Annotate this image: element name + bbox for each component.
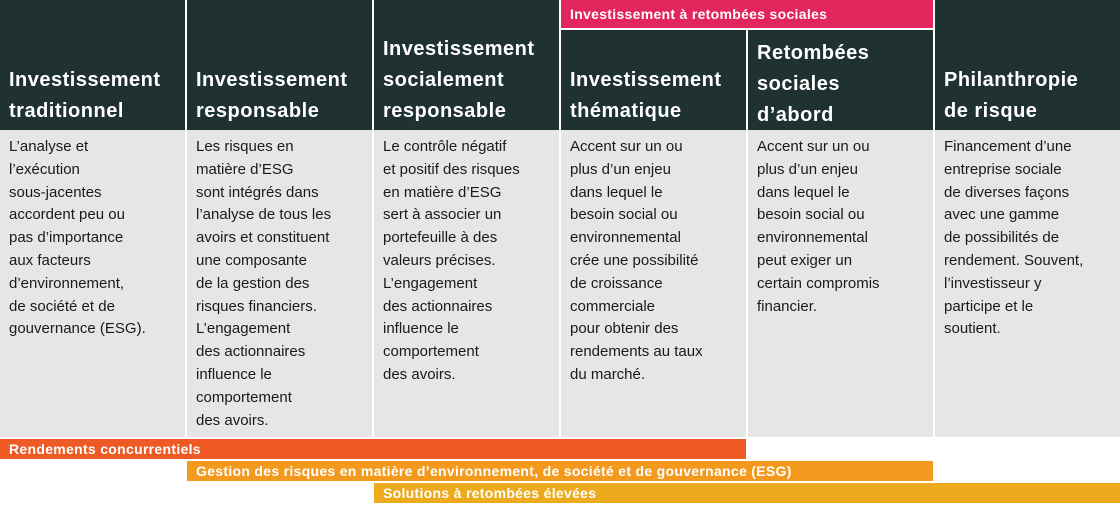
column-header-line: Investissement [570, 69, 722, 91]
column-body-line: sert à associer un [383, 206, 502, 224]
column-body-line: Les risques en [196, 138, 294, 155]
column-body-line: et positif des risques [383, 160, 520, 178]
column-body-line: pour obtenir des [570, 320, 679, 338]
column-body-line: d’environnement, [9, 274, 125, 292]
column-body-line: des avoirs. [383, 365, 456, 383]
column-body-line: Accent sur un ou [570, 138, 683, 155]
column-header-line: d’abord [757, 104, 834, 126]
column-body-line: accordent peu ou [9, 206, 125, 224]
column-body-line: valeurs précises. [383, 251, 496, 269]
column-body-line: en matière d’ESG [383, 183, 502, 201]
column-header-retombees-sociales-abord: Retombées sociales d’abord [748, 30, 933, 130]
column-header-line: responsable [383, 100, 507, 122]
column-body-line: de diverses façons [944, 183, 1070, 201]
column-body-line: l’investisseur y [944, 274, 1042, 292]
column-body-line: plus d’un enjeu [570, 160, 671, 178]
column-header-philanthropie: Philanthropie de risque [935, 0, 1120, 130]
column-body-line: participe et le [944, 297, 1034, 315]
column-body-line: influence le [196, 365, 272, 383]
bar-rendements-concurrentiels: Rendements concurrentiels [0, 439, 746, 459]
column-body-line: de société et de [9, 297, 115, 315]
column-body-line: entreprise sociale [944, 160, 1062, 178]
column-header-line: Retombées [757, 42, 870, 64]
column-body-line: certain compromis [757, 274, 880, 292]
column-header-line: responsable [196, 100, 320, 122]
column-body-line: des avoirs. [196, 411, 269, 429]
column-header-line: thématique [570, 100, 682, 122]
column-body-thematique: Accent sur un ou plus d’un enjeu dans lequ… [561, 130, 746, 437]
column-body-line: rendements au taux [570, 343, 703, 361]
column-body-line: dans lequel le [757, 183, 850, 201]
column-header-line: Investissement [9, 69, 161, 91]
column-body-line: besoin social ou [757, 206, 865, 224]
column-header-line: Investissement [196, 69, 348, 91]
bar-solutions-retombees-elevees: Solutions à retombées élevées [374, 483, 1120, 503]
column-body-line: de possibilités de [944, 229, 1060, 247]
column-body-responsable: Les risques en matière d’ESG sont intégrés… [187, 130, 372, 437]
column-body-line: plus d’un enjeu [757, 160, 858, 178]
column-header-line: de risque [944, 100, 1038, 122]
column-body-line: Financement d’une [944, 138, 1072, 155]
column-body-line: environnemental [570, 229, 681, 247]
column-body-line: des actionnaires [196, 343, 306, 361]
column-header-thematique: Investissement thématique [561, 30, 746, 130]
column-header-traditionnel: Investissement traditionnel [0, 0, 185, 130]
column-body-line: environnemental [757, 229, 868, 247]
column-body-line: peut exiger un [757, 251, 853, 269]
column-header-line: Investissement [383, 38, 535, 60]
column-header-line: traditionnel [9, 100, 124, 122]
column-body-line: rendement. Souvent, [944, 251, 1084, 269]
column-body-line: L’analyse et [9, 138, 89, 155]
column-body-line: L’engagement [383, 274, 478, 292]
column-body-line: aux facteurs [9, 251, 91, 269]
column-header-responsable: Investissement responsable [187, 0, 372, 130]
column-body-line: dans lequel le [570, 183, 663, 201]
column-body-line: de la gestion des [196, 274, 310, 292]
column-body-line: avoirs et constituent [196, 229, 330, 247]
column-body-line: Accent sur un ou [757, 138, 870, 155]
column-body-line: risques financiers. [196, 297, 317, 315]
column-body-line: de croissance [570, 274, 663, 292]
column-body-line: sont intégrés dans [196, 183, 319, 201]
column-header-socialement-responsable: Investissement socialement responsable [374, 0, 559, 130]
column-body-line: gouvernance (ESG). [9, 320, 146, 338]
bar-gestion-risques-esg: Gestion des risques en matière d’environ… [187, 461, 933, 481]
column-body-line: l’exécution [9, 160, 80, 178]
column-body-line: commerciale [570, 297, 656, 315]
band-investissement-retombees-sociales: Investissement à retombées sociales [561, 0, 933, 28]
column-body-philanthropie: Financement d’une entreprise sociale de di… [935, 130, 1120, 437]
column-body-line: l’analyse de tous les [196, 206, 332, 224]
column-body-line: comportement [383, 343, 479, 361]
column-body-line: avec une gamme [944, 206, 1060, 224]
column-body-line: financier. [757, 297, 818, 315]
column-header-line: socialement [383, 69, 505, 91]
column-body-line: matière d’ESG [196, 160, 294, 178]
column-body-line: des actionnaires [383, 297, 493, 315]
column-body-line: comportement [196, 388, 292, 406]
column-body-socialement-responsable: Le contrôle négatif et positif des risque… [374, 130, 559, 437]
column-body-line: Le contrôle négatif [383, 138, 507, 155]
column-body-traditionnel: L’analyse et l’exécution sous-jacentes acco… [0, 130, 185, 437]
column-body-line: crée une possibilité [570, 251, 699, 269]
column-header-line: sociales [757, 73, 840, 95]
column-body-line: L’engagement [196, 320, 291, 338]
column-body-line: pas d’importance [9, 229, 124, 247]
column-body-line: influence le [383, 320, 459, 338]
column-header-line: Philanthropie [944, 69, 1079, 91]
column-body-line: besoin social ou [570, 206, 678, 224]
column-body-line: du marché. [570, 365, 646, 383]
column-body-line: sous-jacentes [9, 183, 102, 201]
column-body-line: portefeuille à des [383, 229, 498, 247]
column-body-retombees-sociales-abord: Accent sur un ou plus d’un enjeu dans lequ… [748, 130, 933, 437]
column-body-line: une composante [196, 251, 307, 269]
column-body-line: soutient. [944, 320, 1001, 338]
